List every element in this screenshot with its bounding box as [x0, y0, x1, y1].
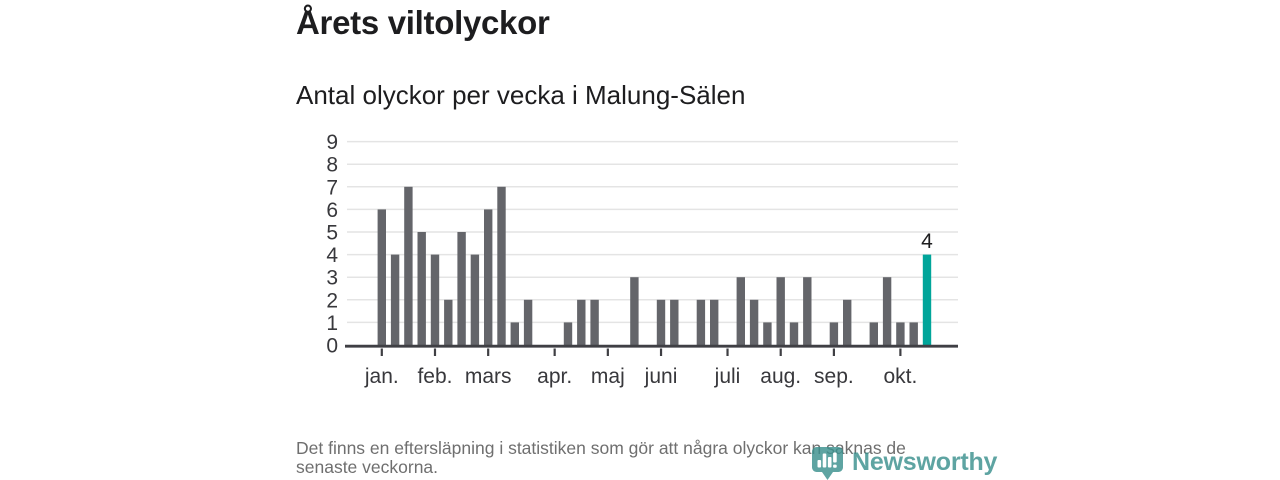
x-axis-month-label: feb.: [417, 365, 452, 388]
bar-week: [523, 299, 533, 345]
bar-week: [749, 299, 759, 345]
bar-week: [896, 322, 905, 345]
y-axis-tick-label: 8: [326, 154, 338, 177]
y-axis-tick-label: 0: [326, 335, 338, 358]
bar-week: [484, 209, 493, 345]
bar-week: [404, 186, 413, 345]
bar-week: [789, 322, 799, 345]
y-axis-tick-label: 7: [326, 176, 338, 199]
bar-week: [444, 299, 453, 345]
bar-week: [377, 209, 386, 345]
bar-week: [882, 277, 892, 345]
x-axis-month-label: maj: [591, 365, 625, 388]
page-title: Årets viltolyckor: [296, 4, 550, 41]
newsworthy-logo: Newsworthy: [812, 447, 997, 480]
bar-week: [563, 322, 573, 345]
x-axis-month-label: juni: [644, 365, 678, 388]
bar-week: [590, 299, 599, 345]
bar-chart: 0 1 2 3 4 5 6 7 8 9 jan. feb. mars apr. maj juni juli aug…: [300, 126, 980, 394]
bar-week: [430, 254, 440, 345]
bar-week: [577, 299, 586, 345]
bar-week: [869, 322, 878, 345]
bar-week-highlight: [922, 254, 932, 345]
y-axis-tick-label: 1: [326, 312, 338, 335]
bar-week: [696, 299, 706, 345]
y-axis-tick-label: 4: [326, 244, 338, 267]
bar-week: [656, 299, 666, 345]
newsworthy-logo-icon: [812, 447, 843, 480]
footer-note-line: senaste veckorna.: [296, 456, 439, 477]
x-axis-month-label: aug.: [760, 365, 801, 388]
y-axis-tick-label: 2: [326, 289, 338, 312]
bar-week: [497, 186, 506, 345]
footer-note: Det finns en eftersläpning i statistiken…: [296, 439, 906, 476]
bar-week: [829, 322, 839, 345]
bar-week: [390, 254, 400, 345]
bar-week: [776, 277, 785, 345]
x-axis-month-label: okt.: [883, 365, 917, 388]
x-axis-month-label: juli: [714, 365, 741, 388]
bar-week: [630, 277, 639, 345]
x-axis-month-label: sep.: [814, 365, 854, 388]
logo-badge-shape: [812, 447, 843, 480]
y-axis-tick-label: 6: [326, 199, 338, 222]
y-axis-tick-label: 9: [326, 131, 338, 154]
bar-week: [710, 299, 719, 345]
bar-week: [843, 299, 852, 345]
chart-subtitle: Antal olyckor per vecka i Malung-Sälen: [296, 80, 746, 110]
bar-week: [803, 277, 812, 345]
highlight-value-label: 4: [921, 230, 933, 253]
x-axis-month-label: jan.: [364, 365, 399, 388]
footer-note-line: Det finns en eftersläpning i statistiken…: [296, 438, 906, 458]
bar-week: [510, 322, 519, 345]
x-axis-month-label: apr.: [537, 365, 572, 388]
bar-week: [470, 254, 480, 345]
logo-bars-glyph: [817, 452, 837, 468]
bar-week: [736, 277, 745, 345]
y-axis-tick-label: 3: [326, 267, 338, 290]
bar-week: [763, 322, 772, 345]
newsworthy-logo-text: Newsworthy: [852, 448, 998, 476]
bar-week: [670, 299, 679, 345]
bar-week: [909, 322, 918, 345]
y-axis-tick-label: 5: [326, 222, 338, 245]
x-axis-month-label: mars: [465, 365, 512, 388]
bar-week: [417, 232, 426, 345]
bar-week: [457, 232, 466, 345]
